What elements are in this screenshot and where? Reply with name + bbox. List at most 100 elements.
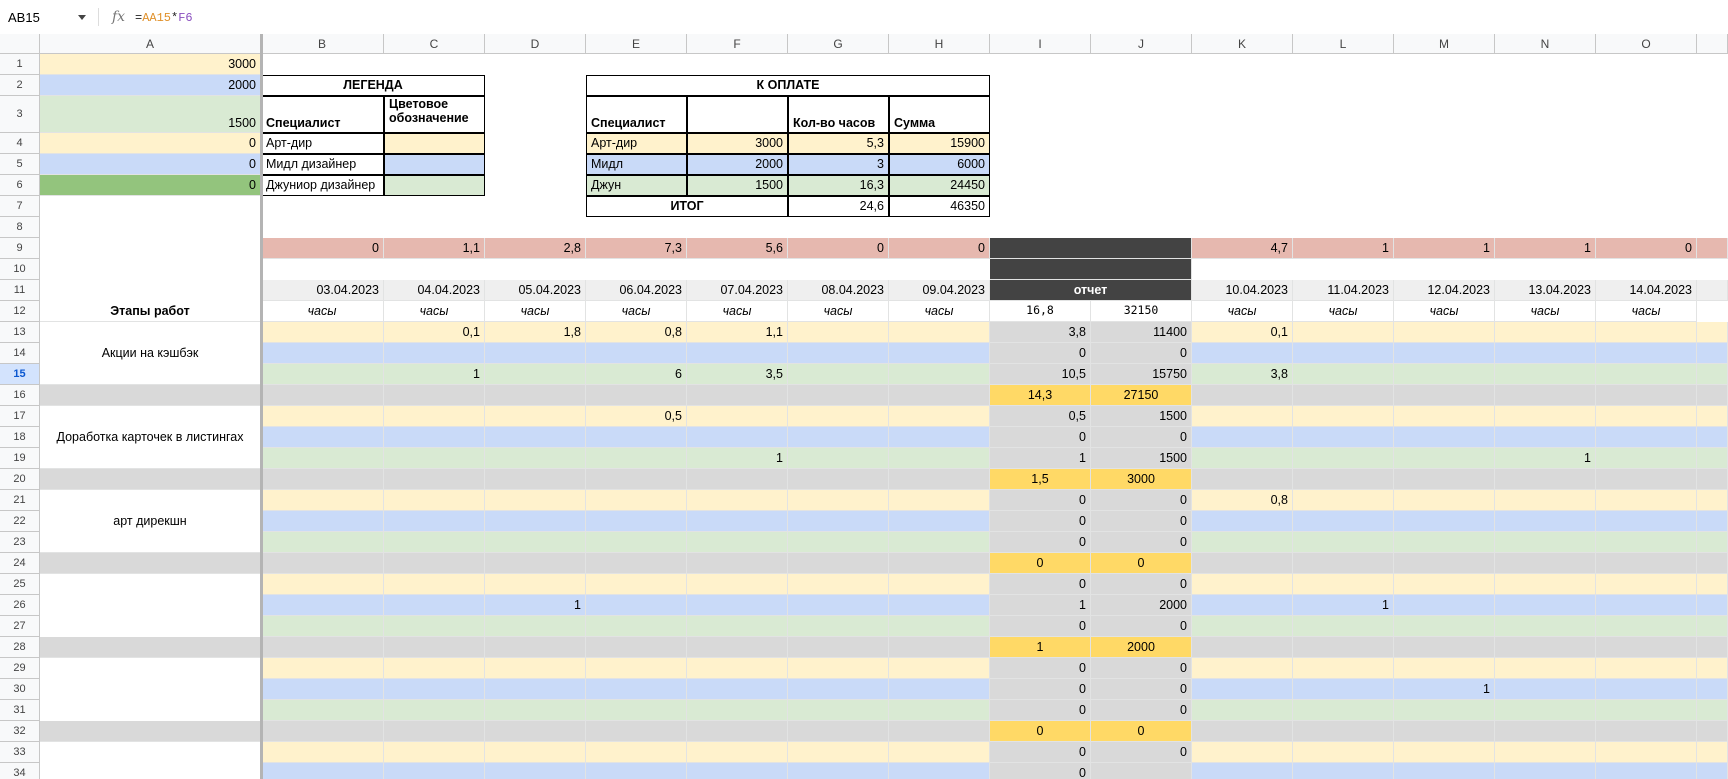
grid-cell[interactable] [889,364,990,385]
grid-cell[interactable] [586,469,687,490]
row-header-18[interactable]: 18 [0,427,40,448]
grid-cell[interactable] [1192,385,1293,406]
grid-cell[interactable] [1394,448,1495,469]
grid-cell[interactable] [889,721,990,742]
grid-cell[interactable] [1495,427,1596,448]
grid-cell[interactable] [261,511,384,532]
cell-B12[interactable]: часы [261,301,384,322]
grid-cell[interactable] [40,721,261,742]
column-header-more[interactable] [1697,34,1728,54]
grid-cell[interactable] [889,490,990,511]
row-header-1[interactable]: 1 [0,54,40,75]
cell-D12[interactable]: часы [485,301,586,322]
grid-cell[interactable] [586,343,687,364]
grid-cell[interactable] [384,742,485,763]
cell-C6[interactable] [384,175,485,196]
grid-cell[interactable] [384,658,485,679]
grid-cell[interactable] [1293,511,1394,532]
grid-cell[interactable] [1697,427,1728,448]
cell-H5[interactable]: 6000 [889,154,990,175]
grid-cell[interactable] [1394,469,1495,490]
grid-cell[interactable] [1394,322,1495,343]
cell-A6[interactable]: 0 [40,175,261,196]
row-header-12[interactable]: 12 [0,301,40,322]
grid-cell[interactable] [384,574,485,595]
cell-F11[interactable]: 07.04.2023 [687,280,788,301]
grid-cell[interactable] [687,637,788,658]
grid-cell[interactable] [384,637,485,658]
cell-J13[interactable]: 11400 [1091,322,1192,343]
column-header-G[interactable]: G [788,34,889,54]
column-header-B[interactable]: B [261,34,384,54]
row-header-25[interactable]: 25 [0,574,40,595]
grid-cell[interactable] [261,616,384,637]
column-header-A[interactable]: A [40,34,261,54]
grid-cell[interactable] [687,574,788,595]
grid-cell[interactable] [687,700,788,721]
grid-cell[interactable] [261,469,384,490]
grid-cell[interactable] [1495,322,1596,343]
cell-I27[interactable]: 0 [990,616,1091,637]
grid-cell[interactable] [1495,469,1596,490]
grid-cell[interactable] [788,343,889,364]
grid-cell[interactable] [1394,616,1495,637]
cell-J23[interactable]: 0 [1091,532,1192,553]
row-header-26[interactable]: 26 [0,595,40,616]
grid-cell[interactable] [889,343,990,364]
cell-J18[interactable]: 0 [1091,427,1192,448]
grid-cell[interactable] [1697,238,1728,259]
column-header-D[interactable]: D [485,34,586,54]
cell-G9[interactable]: 0 [788,238,889,259]
cell-B6[interactable]: Джуниор дизайнер [261,175,384,196]
grid-cell[interactable] [1293,679,1394,700]
grid-cell[interactable] [384,406,485,427]
grid-cell[interactable] [788,595,889,616]
cell-N11[interactable]: 13.04.2023 [1495,280,1596,301]
cell-J31[interactable]: 0 [1091,700,1192,721]
grid-cell[interactable] [485,490,586,511]
cell-F3[interactable] [687,96,788,133]
grid-cell[interactable] [1394,385,1495,406]
cell-D13[interactable]: 1,8 [485,322,586,343]
cell-F6[interactable]: 1500 [687,175,788,196]
grid-cell[interactable] [1495,637,1596,658]
grid-cell[interactable] [889,406,990,427]
cell-B4[interactable]: Арт-дир [261,133,384,154]
grid-cell[interactable] [889,322,990,343]
grid-cell[interactable] [1192,763,1293,779]
grid-cell[interactable] [1495,721,1596,742]
grid-cell[interactable] [586,427,687,448]
grid-cell[interactable] [1091,763,1192,779]
cell-C13[interactable]: 0,1 [384,322,485,343]
cell-C11[interactable]: 04.04.2023 [384,280,485,301]
cell-J32[interactable]: 0 [1091,721,1192,742]
cell-L12[interactable]: часы [1293,301,1394,322]
cell-I32[interactable]: 0 [990,721,1091,742]
row-header-22[interactable]: 22 [0,511,40,532]
grid-cell[interactable] [1192,427,1293,448]
row-header-6[interactable]: 6 [0,175,40,196]
grid-cell[interactable] [384,385,485,406]
grid-cell[interactable] [40,553,261,574]
column-header-H[interactable]: H [889,34,990,54]
cell-G3[interactable]: Кол-во часов [788,96,889,133]
grid-cell[interactable] [384,343,485,364]
cell-I28[interactable]: 1 [990,637,1091,658]
grid-cell[interactable] [261,406,384,427]
grid-cell[interactable] [586,511,687,532]
grid-cell[interactable] [1495,511,1596,532]
grid-cell[interactable] [788,385,889,406]
cell-I12[interactable]: 16,8 [990,301,1091,322]
grid-cell[interactable] [889,679,990,700]
cell-G11[interactable]: 08.04.2023 [788,280,889,301]
grid-cell[interactable] [1192,532,1293,553]
grid-cell[interactable] [1192,574,1293,595]
grid-cell[interactable] [485,616,586,637]
grid-cell[interactable] [1596,553,1697,574]
grid-cell[interactable] [261,385,384,406]
cell-B11[interactable]: 03.04.2023 [261,280,384,301]
grid-cell[interactable] [261,427,384,448]
grid-cell[interactable] [1596,574,1697,595]
grid-cell[interactable] [384,511,485,532]
grid-cell[interactable] [1697,742,1728,763]
